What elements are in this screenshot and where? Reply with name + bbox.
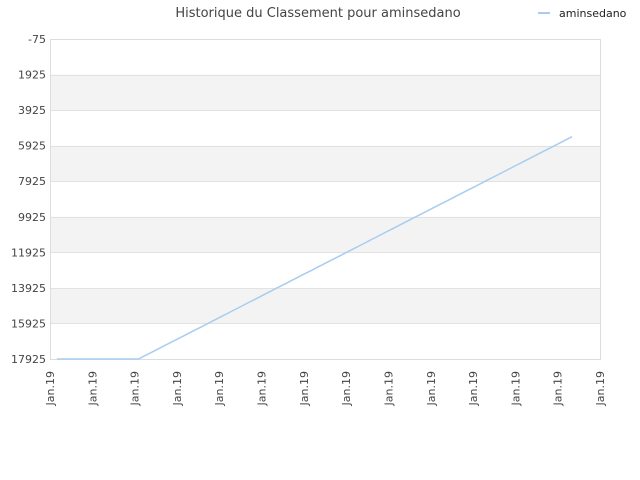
y-tick-label: 3925 — [18, 104, 46, 117]
y-tick-label: 15925 — [11, 317, 46, 330]
x-tick-label: Jan.19 — [44, 371, 57, 406]
x-tick-label: Jan.19 — [298, 371, 311, 406]
x-tick-label: Jan.19 — [425, 371, 438, 406]
y-tick-label: 11925 — [11, 246, 46, 259]
grid-band — [50, 287, 600, 324]
y-tick-label: 7925 — [18, 175, 46, 188]
plot-bands — [50, 74, 600, 324]
y-tick-label: -75 — [28, 33, 46, 46]
grid-band — [50, 145, 600, 182]
chart-title: Historique du Classement pour aminsedano — [175, 6, 460, 21]
series-line-aminsedano — [57, 136, 573, 360]
x-tick-label: Jan.19 — [594, 371, 607, 406]
x-tick-label: Jan.19 — [552, 371, 565, 406]
x-tick-label: Jan.19 — [213, 371, 226, 406]
plot-area-border — [50, 39, 601, 360]
y-tick-label: 1925 — [18, 69, 46, 82]
x-tick-label: Jan.19 — [340, 371, 353, 406]
legend: aminsedano — [538, 7, 627, 20]
x-axis-ticks: Jan.19 Jan.19 Jan.19 Jan.19 Jan.19 Jan.19 Jan.… — [44, 371, 607, 406]
y-tick-label: 9925 — [18, 211, 46, 224]
x-tick-label: Jan.19 — [509, 371, 522, 406]
legend-label[interactable]: aminsedano — [559, 7, 627, 20]
x-tick-label: Jan.19 — [129, 371, 142, 406]
y-tick-label: 17925 — [11, 353, 46, 366]
x-tick-label: Jan.19 — [86, 371, 99, 406]
x-tick-label: Jan.19 — [382, 371, 395, 406]
x-tick-label: Jan.19 — [171, 371, 184, 406]
grid-band — [50, 74, 600, 111]
series-group — [57, 136, 573, 360]
grid-band — [50, 216, 600, 253]
y-tick-label: 5925 — [18, 140, 46, 153]
x-tick-label: Jan.19 — [467, 371, 480, 406]
y-tick-label: 13925 — [11, 282, 46, 295]
y-axis-ticks: -75 1925 3925 5925 7925 9925 11925 13925 15925 17… — [11, 33, 46, 366]
x-tick-label: Jan.19 — [256, 371, 269, 406]
